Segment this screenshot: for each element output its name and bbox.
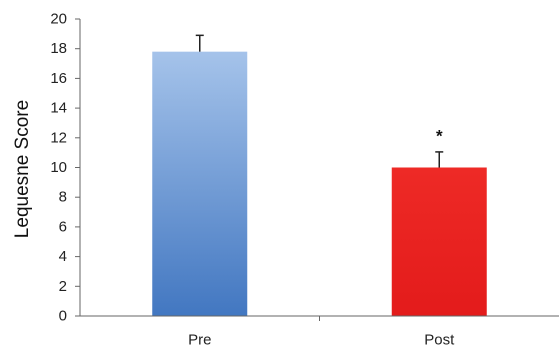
y-tick-label: 2 — [59, 278, 67, 295]
y-tick-label: 12 — [50, 129, 67, 146]
y-axis-title: Lequesne Score — [12, 100, 33, 238]
y-tick-label: 18 — [50, 40, 67, 57]
y-tick-label: 0 — [59, 308, 67, 325]
y-tick-label: 6 — [59, 218, 67, 235]
y-tick-label: 4 — [59, 248, 67, 265]
y-tick-label: 14 — [50, 100, 67, 117]
x-tick-label-post: Post — [424, 332, 455, 347]
labels-layer: 0 2 4 6 8 10 12 14 16 18 20 Pre Post * — [50, 11, 455, 347]
x-tick-label-pre: Pre — [188, 332, 211, 347]
significance-marker: * — [436, 126, 443, 145]
axes-layer — [75, 18, 559, 321]
bars-layer — [152, 34, 487, 317]
bar-pre — [152, 51, 248, 317]
y-tick-label: 8 — [59, 189, 67, 206]
y-tick-label: 20 — [50, 11, 67, 28]
y-tick-label: 16 — [50, 70, 67, 87]
bar-post — [391, 167, 487, 316]
y-tick-label: 10 — [50, 159, 67, 176]
